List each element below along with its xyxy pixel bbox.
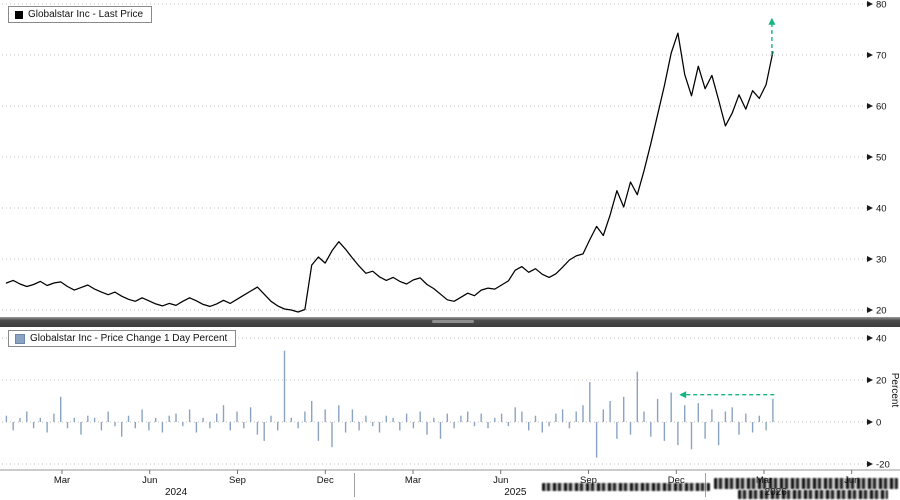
svg-text:50: 50	[876, 153, 887, 164]
svg-text:20: 20	[876, 306, 887, 317]
svg-text:Mar: Mar	[54, 475, 70, 486]
svg-text:60: 60	[876, 102, 887, 113]
panel-divider[interactable]	[0, 317, 900, 327]
fine-print-smudge-right	[714, 478, 898, 489]
svg-text:Percent: Percent	[889, 373, 900, 408]
gridlines	[2, 3, 868, 465]
fine-print-smudge-right-2	[738, 490, 888, 499]
price-line	[5, 32, 774, 313]
svg-text:Sep: Sep	[229, 475, 246, 486]
pct-legend[interactable]: Globalstar Inc - Price Change 1 Day Perc…	[8, 330, 237, 347]
svg-text:0: 0	[876, 418, 881, 429]
svg-text:-20: -20	[876, 460, 890, 471]
price-series-swatch	[15, 10, 23, 19]
svg-text:80: 80	[876, 0, 887, 11]
svg-text:2025: 2025	[504, 487, 527, 498]
svg-text:Jun: Jun	[493, 475, 508, 486]
pct-series-swatch	[15, 333, 25, 344]
svg-text:20: 20	[876, 376, 887, 387]
svg-text:Dec: Dec	[317, 475, 334, 486]
price-legend-label: Globalstar Inc - Last Price	[28, 9, 144, 20]
svg-text:Jun: Jun	[142, 475, 157, 486]
svg-text:2024: 2024	[165, 487, 188, 498]
svg-text:40: 40	[876, 334, 887, 345]
price-legend[interactable]: Globalstar Inc - Last Price	[8, 6, 153, 23]
svg-text:Mar: Mar	[405, 475, 421, 486]
svg-text:70: 70	[876, 51, 887, 62]
annotations	[679, 17, 776, 399]
fine-print-smudge-left	[542, 483, 710, 491]
svg-text:30: 30	[876, 255, 887, 266]
pct-bars	[5, 350, 774, 458]
svg-text:Dec: Dec	[668, 475, 685, 486]
svg-text:40: 40	[876, 204, 887, 215]
svg-text:Sep: Sep	[580, 475, 597, 486]
pct-legend-label: Globalstar Inc - Price Change 1 Day Perc…	[30, 333, 228, 344]
divider-handle-icon	[432, 320, 474, 323]
